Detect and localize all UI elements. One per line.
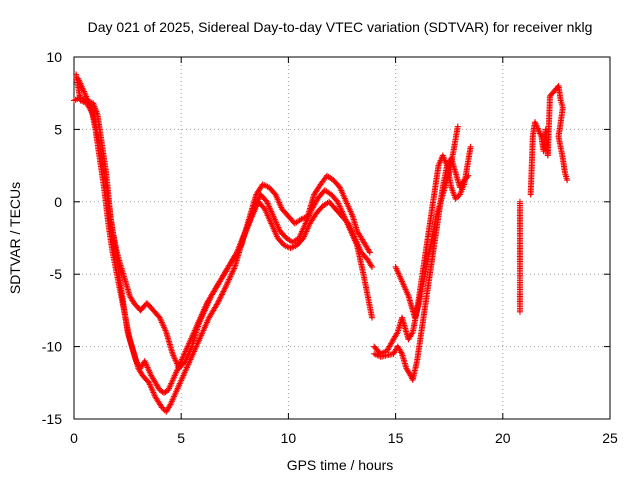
data-point	[218, 292, 225, 299]
data-point	[221, 285, 228, 292]
data-point	[408, 330, 415, 337]
data-points	[71, 71, 571, 415]
y-tick-label: 5	[54, 121, 62, 137]
data-point	[366, 248, 373, 255]
data-point	[216, 295, 223, 302]
x-axis-label: GPS time / hours	[287, 457, 394, 473]
data-point	[455, 193, 462, 200]
y-tick-label: -5	[50, 266, 63, 282]
data-point	[217, 294, 224, 301]
y-tick-label: -15	[42, 411, 62, 427]
x-tick-label: 20	[495, 430, 511, 446]
y-axis-ticks: -15 -10 -5 0 5 10	[42, 49, 610, 427]
series-track-f	[371, 143, 474, 357]
data-point	[216, 297, 223, 304]
y-tick-label: 0	[54, 194, 62, 210]
data-point	[220, 288, 227, 295]
series-track-d	[371, 155, 472, 383]
data-point	[221, 287, 228, 294]
data-point	[516, 308, 523, 315]
data-point	[158, 404, 165, 411]
x-tick-label: 10	[281, 430, 297, 446]
data-point	[393, 330, 400, 337]
data-point	[218, 291, 225, 298]
series-track-b	[73, 71, 376, 372]
y-axis-label: SDTVAR / TECUs	[7, 182, 23, 294]
data-point	[454, 123, 461, 130]
plot-frame	[73, 56, 611, 420]
x-tick-label: 15	[388, 430, 404, 446]
x-tick-label: 0	[70, 430, 78, 446]
data-point	[215, 298, 222, 305]
data-point	[454, 194, 461, 201]
data-point	[214, 300, 221, 307]
data-point	[166, 402, 173, 409]
grid	[74, 57, 610, 419]
data-point	[219, 290, 226, 297]
y-tick-label: 10	[46, 49, 62, 65]
data-point	[452, 195, 459, 202]
data-point	[467, 143, 474, 150]
data-point	[222, 284, 229, 291]
data-point	[398, 349, 405, 356]
series-track-g	[516, 82, 571, 315]
series-track-c	[75, 75, 376, 415]
data-point	[564, 177, 571, 184]
data-point	[369, 263, 376, 270]
y-tick-label: -10	[42, 339, 62, 355]
data-point	[368, 262, 375, 269]
data-point	[369, 314, 376, 321]
chart-title: Day 021 of 2025, Sidereal Day-to-day VTE…	[88, 19, 593, 35]
x-tick-label: 5	[177, 430, 185, 446]
x-axis-ticks: 0 5 10 15 20 25	[70, 57, 618, 446]
data-point	[366, 249, 373, 256]
x-tick-label: 25	[602, 430, 618, 446]
